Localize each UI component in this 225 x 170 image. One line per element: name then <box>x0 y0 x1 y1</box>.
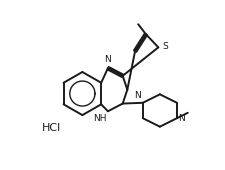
Text: N: N <box>135 91 141 100</box>
Text: S: S <box>162 42 168 51</box>
Text: NH: NH <box>93 114 106 123</box>
Text: HCl: HCl <box>42 123 61 133</box>
Text: N: N <box>105 55 111 64</box>
Text: N: N <box>178 114 185 123</box>
